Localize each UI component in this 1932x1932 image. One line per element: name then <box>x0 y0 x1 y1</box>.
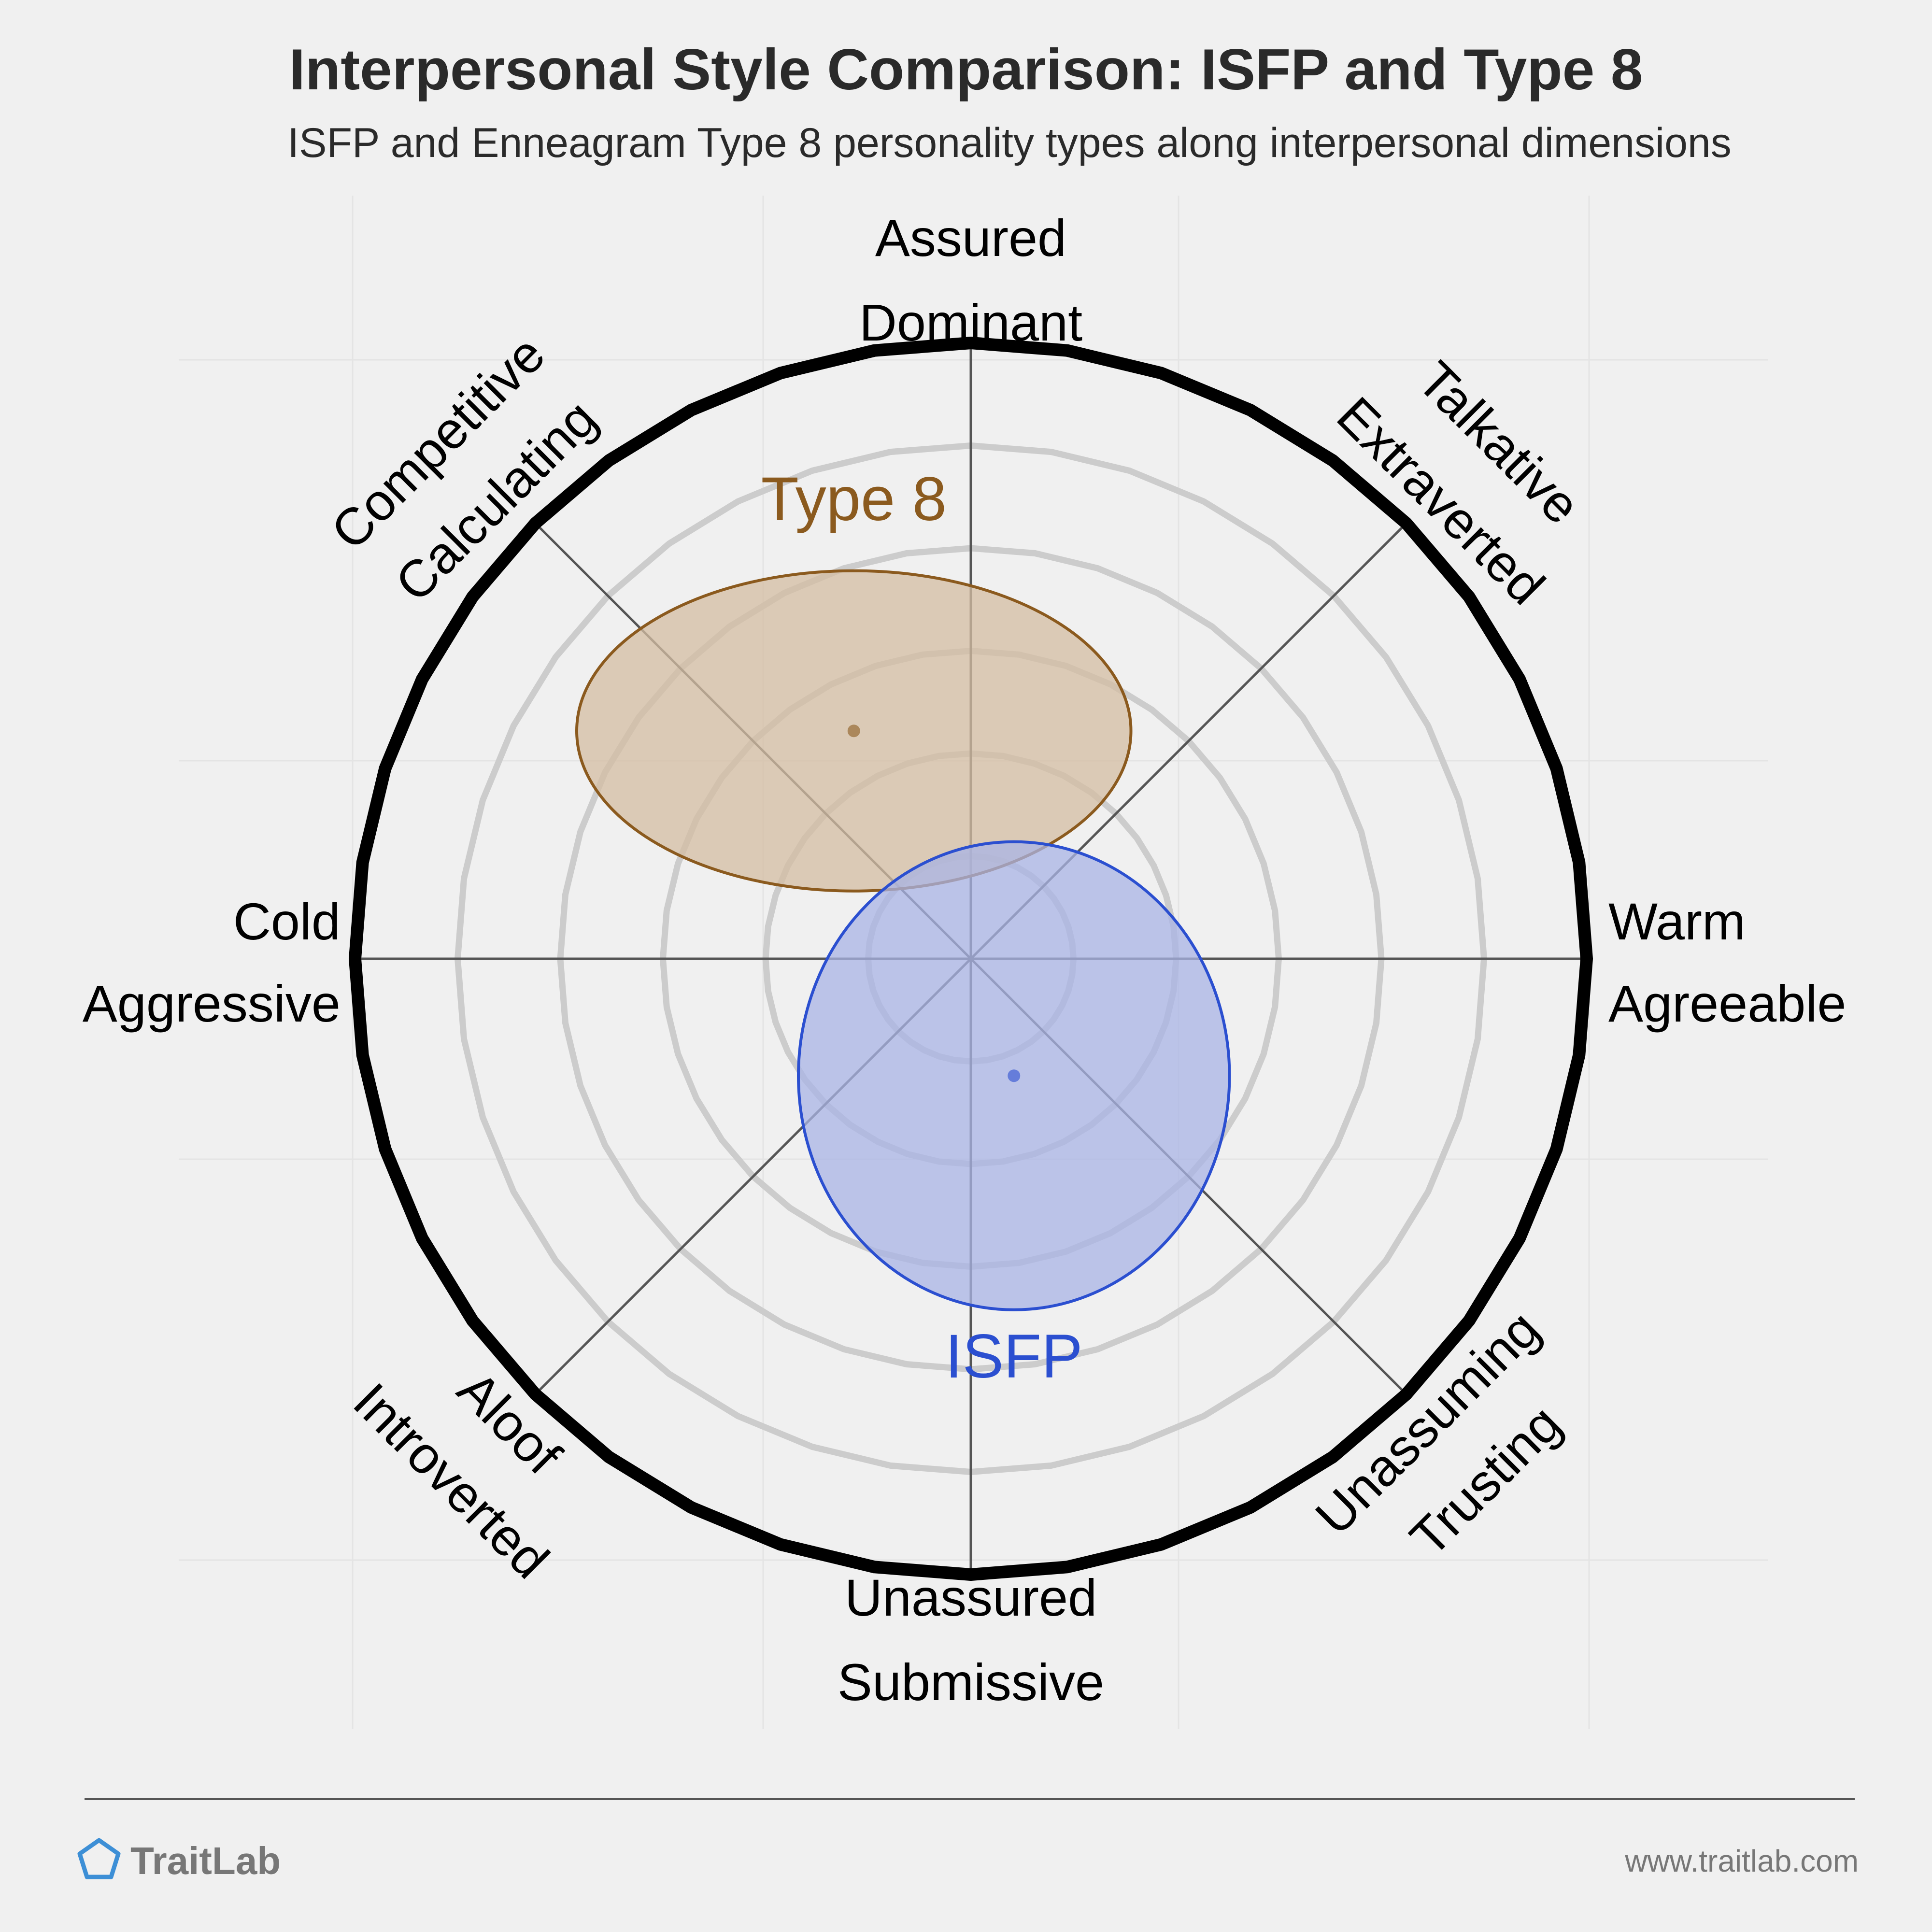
outer-boundary-ring <box>349 337 1593 1581</box>
label-submissive: Submissive <box>838 1653 1104 1711</box>
label-aggressive: Aggressive <box>83 974 341 1033</box>
label-cold: Cold <box>233 892 341 951</box>
footer-brand: TraitLab <box>130 1839 281 1882</box>
series-point-isfp <box>1008 1069 1021 1082</box>
label-warm: Warm <box>1608 892 1746 951</box>
label-dominant: Dominant <box>859 293 1082 352</box>
footer-url: www.traitlab.com <box>1624 1844 1859 1878</box>
series-layer: Type 8 ISFP <box>575 465 1231 1391</box>
label-assured: Assured <box>875 209 1066 267</box>
traitlab-logo-icon <box>77 1838 121 1879</box>
label-group-bottom-left: Aloof Introverted <box>342 1360 572 1589</box>
label-unassured: Unassured <box>845 1568 1097 1627</box>
series-label-isfp: ISFP <box>945 1322 1083 1391</box>
series-label-type-8: Type 8 <box>761 465 947 534</box>
chart-title: Interpersonal Style Comparison: ISFP and… <box>289 37 1643 102</box>
label-group-top-left: Competitive Calculating <box>320 325 608 612</box>
series-point-type-8 <box>847 724 860 738</box>
label-group-top-right: Talkative Extraverted <box>1326 350 1591 616</box>
label-agreeable: Agreeable <box>1608 974 1846 1033</box>
chart-subtitle: ISFP and Enneagram Type 8 personality ty… <box>287 120 1732 166</box>
